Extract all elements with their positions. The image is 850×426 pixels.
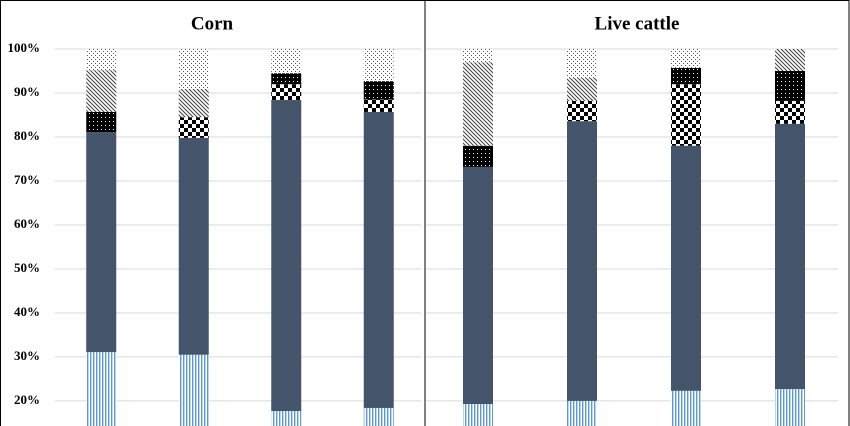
- bar-segment: [178, 354, 209, 426]
- bar-segment: [671, 390, 701, 426]
- bar-segment: [178, 89, 209, 118]
- bar-segment: [775, 389, 805, 426]
- bar-segment: [271, 411, 302, 426]
- bar-segment: [271, 84, 302, 101]
- chart-title: Live cattle: [595, 13, 680, 34]
- bar-segment: [86, 352, 117, 426]
- panel-frame: [0, 0, 426, 426]
- bar-segment: [363, 81, 394, 100]
- bar-segment: [567, 121, 597, 401]
- bar-segment: [775, 100, 805, 124]
- bar-segment: [463, 404, 493, 426]
- bar-segment: [775, 70, 805, 101]
- panel-frame: [424, 0, 850, 426]
- bar-segment: [86, 49, 117, 71]
- y-tick-label: 80%: [14, 128, 40, 143]
- bar-segment: [86, 111, 117, 133]
- bar-segment: [363, 49, 394, 82]
- bar-segment: [671, 84, 701, 146]
- y-tick-label: 50%: [14, 260, 40, 275]
- bar-segment: [567, 78, 597, 101]
- y-tick-label: 100%: [8, 40, 41, 55]
- bar-segment: [363, 99, 394, 112]
- bar-segment: [775, 49, 805, 71]
- bar-segment: [271, 100, 302, 412]
- bar-segment: [671, 145, 701, 391]
- bar-segment: [178, 117, 209, 138]
- y-tick-label: 90%: [14, 84, 40, 99]
- bar-segment: [86, 70, 117, 112]
- bar-segment: [363, 407, 394, 426]
- bar-segment: [463, 62, 493, 146]
- y-tick-label: 70%: [14, 172, 40, 187]
- chart-title: Corn: [191, 13, 234, 34]
- bar-segment: [567, 100, 597, 122]
- bar-segment: [86, 132, 117, 353]
- y-tick-label: 60%: [14, 216, 40, 231]
- bar-segment: [463, 145, 493, 167]
- bar-segment: [271, 49, 302, 74]
- bar-segment: [463, 166, 493, 405]
- bar-segment: [463, 49, 493, 63]
- bar-segment: [363, 111, 394, 408]
- y-tick-label: 40%: [14, 304, 40, 319]
- bar-segment: [567, 49, 597, 79]
- bar-segment: [775, 123, 805, 390]
- y-tick-label: 20%: [14, 392, 40, 407]
- bar-segment: [178, 137, 209, 355]
- bar-segment: [567, 400, 597, 426]
- bar-segment: [271, 73, 302, 85]
- y-tick-label: 30%: [14, 348, 40, 363]
- bar-segment: [671, 49, 701, 68]
- bar-segment: [671, 67, 701, 85]
- bar-segment: [178, 49, 209, 90]
